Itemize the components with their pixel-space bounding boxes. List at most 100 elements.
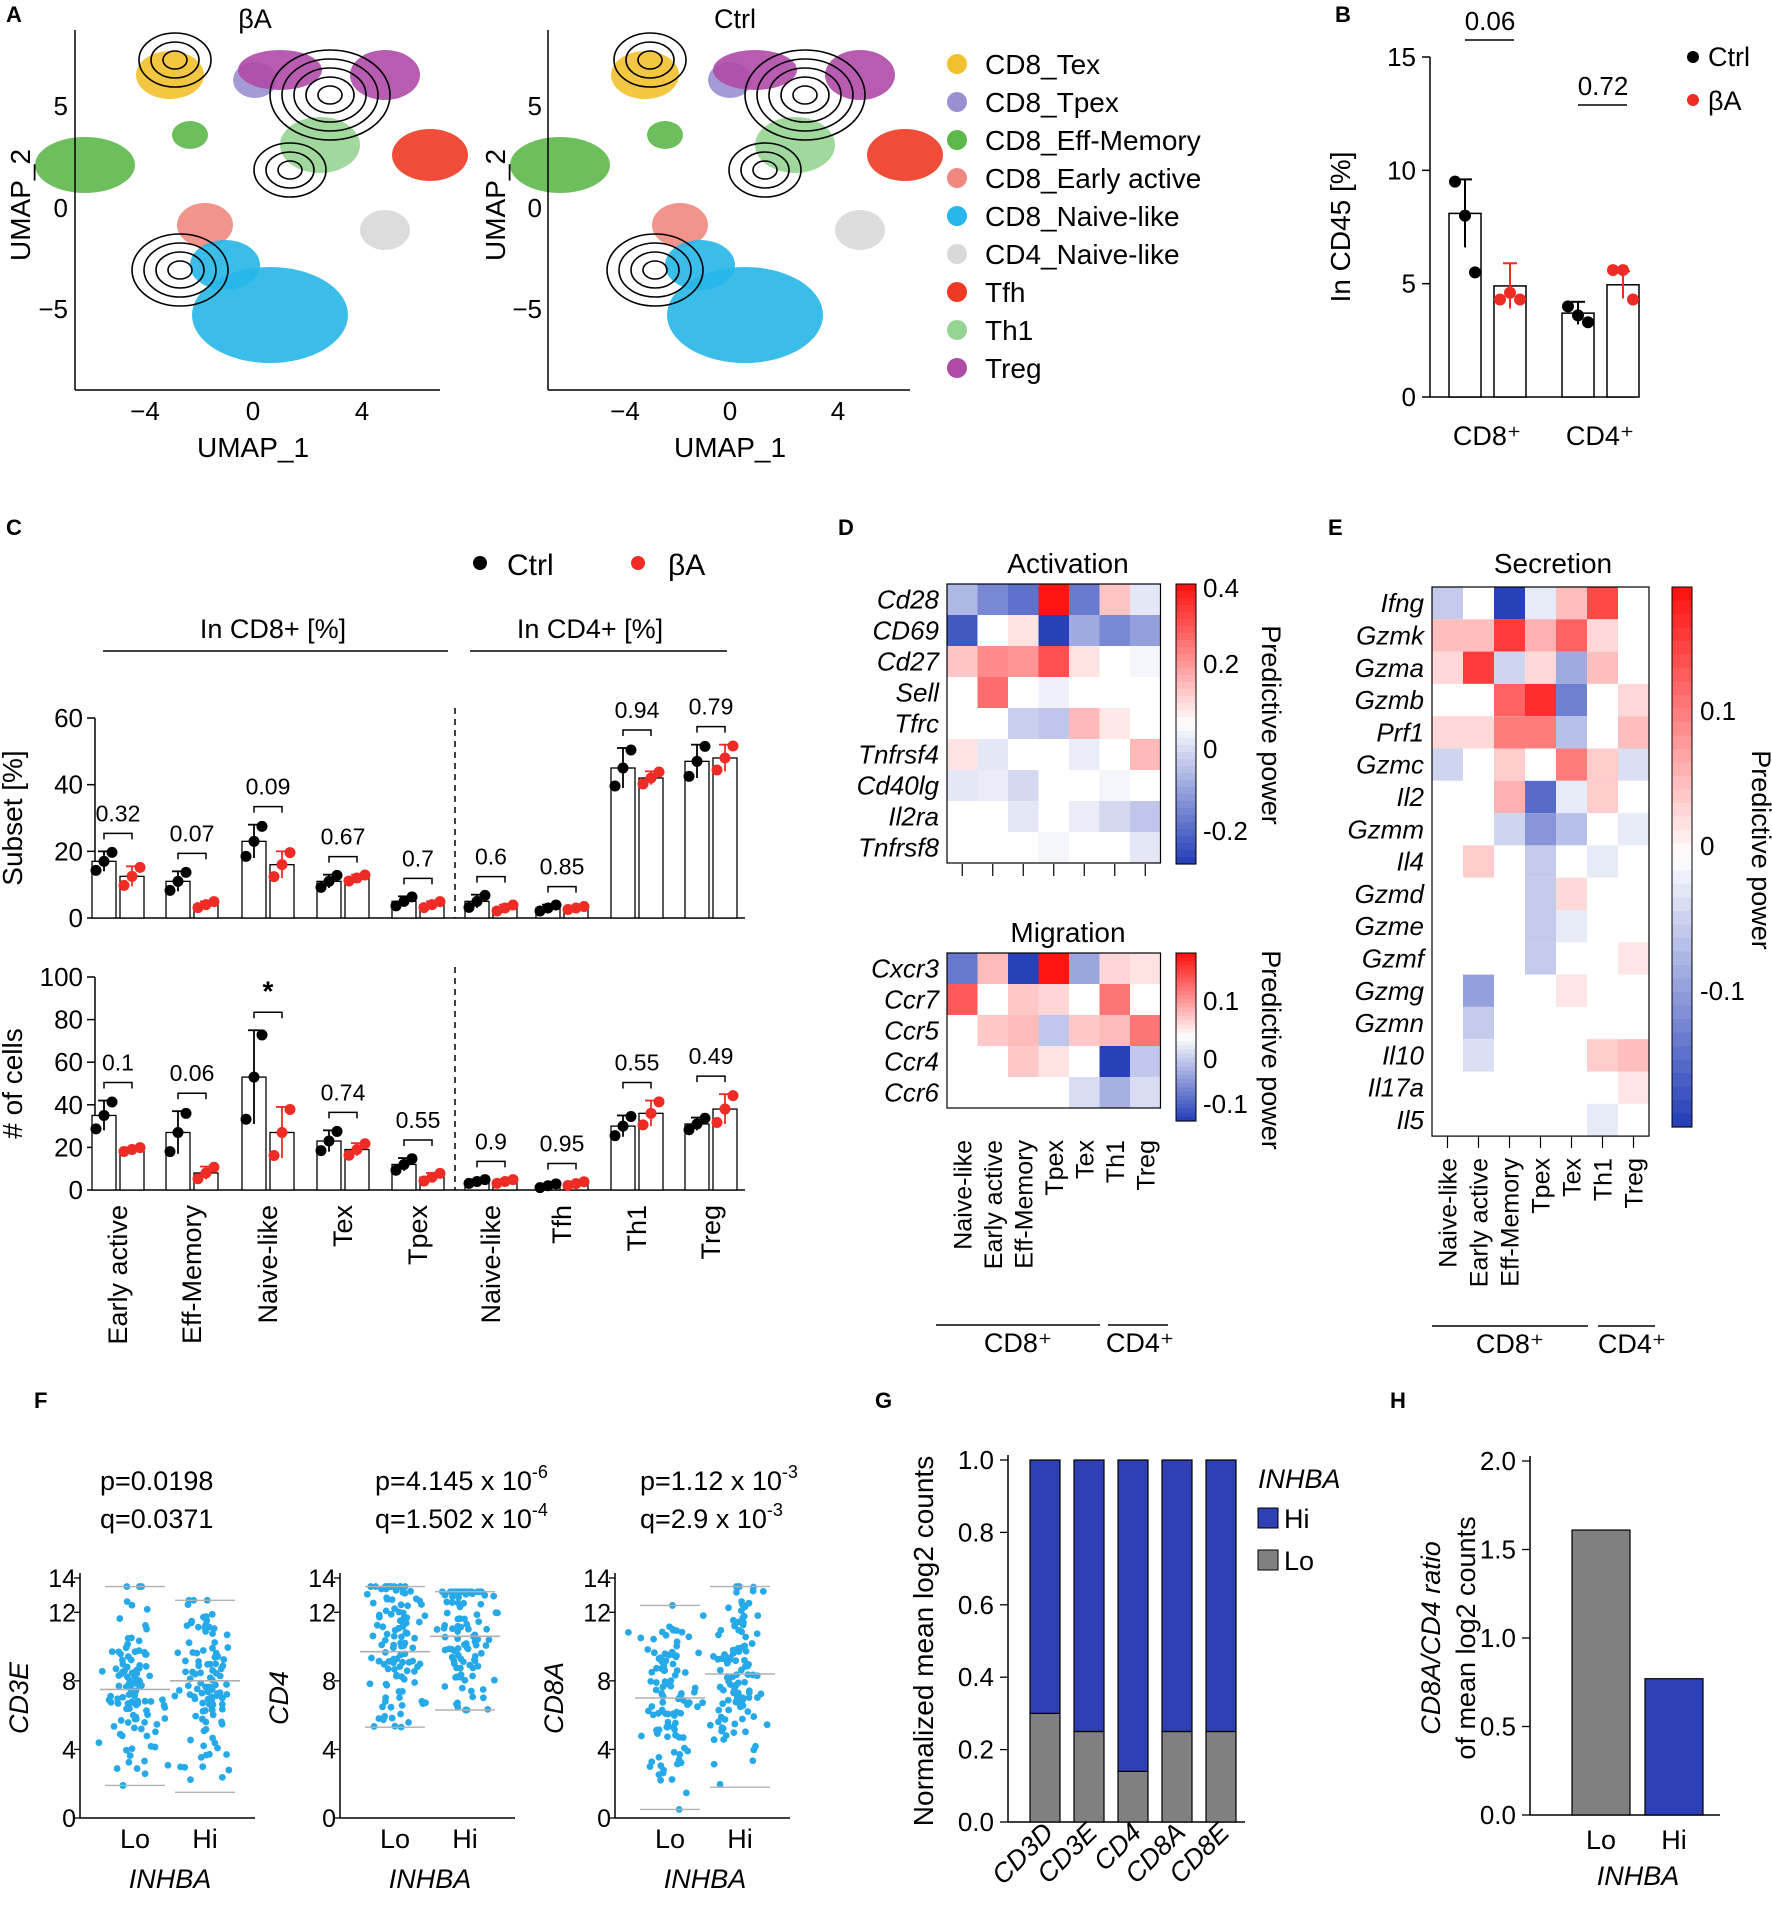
- e-cell: [1525, 1071, 1556, 1104]
- d-column-label: Tex: [1071, 1140, 1099, 1179]
- f-data-point: [223, 1691, 231, 1698]
- f-data-point: [144, 1711, 151, 1719]
- g-bar-hi: [1161, 1459, 1193, 1733]
- f-data-point: [399, 1658, 406, 1666]
- legend-label-1: CD8_Tpex: [985, 87, 1119, 118]
- f-data-point: [200, 1742, 208, 1750]
- c-data-point: [315, 1145, 327, 1157]
- d-migration-cbar-segment: [1176, 1070, 1196, 1076]
- f-data-point: [403, 1630, 411, 1637]
- d-activation-row-label: Tnfrsf8: [858, 833, 939, 863]
- f-data-point: [699, 1612, 707, 1619]
- d-activation-cbar-segment: [1176, 598, 1196, 606]
- umap-cluster: [177, 203, 233, 247]
- b-ytick-label: 5: [1402, 269, 1416, 299]
- d-activation-cbar-segment: [1176, 682, 1196, 690]
- d-migration-cbar-segment: [1176, 982, 1196, 988]
- e-cbar-segment: [1672, 1100, 1692, 1115]
- legend-swatch-0: [947, 54, 967, 74]
- e-cell: [1618, 845, 1649, 878]
- d-activation-cell: [1008, 832, 1039, 863]
- e-cbar-segment: [1672, 803, 1692, 818]
- f-data-point: [131, 1715, 139, 1723]
- f-data-point: [655, 1726, 663, 1734]
- f-group-label: Hi: [192, 1824, 218, 1854]
- d-migration-title: Migration: [1010, 917, 1125, 948]
- c-ytick-label: 40: [54, 1090, 83, 1120]
- f-qvalue-text: q=1.502 x 10: [375, 1504, 532, 1534]
- c-pvalue-bracket: [696, 1075, 726, 1083]
- f-data-point: [387, 1610, 395, 1618]
- d-migration-cbar-segment: [1176, 953, 1196, 958]
- legend-swatch-3: [947, 168, 967, 188]
- f-data-point: [197, 1753, 205, 1761]
- f-data-point: [664, 1718, 672, 1726]
- f-ytick-label: 4: [62, 1736, 76, 1764]
- d-migration-cbar-segment: [1176, 978, 1196, 983]
- e-column-label: Early active: [1466, 1158, 1494, 1287]
- f-data-point: [678, 1628, 686, 1636]
- f-ytick-label: 0: [597, 1805, 611, 1833]
- d-activation-frame: [946, 583, 1162, 864]
- f-data-point: [223, 1631, 231, 1639]
- e-cell: [1618, 1071, 1649, 1104]
- d-activation-cbar-segment: [1176, 724, 1196, 732]
- c-data-point: [180, 1107, 192, 1119]
- f-data-point: [126, 1752, 134, 1759]
- e-cell: [1494, 974, 1525, 1007]
- umap-density-contour: [138, 32, 212, 88]
- f-ytick-label: 12: [583, 1599, 611, 1627]
- h-ytick-label: 0.5: [1480, 1712, 1516, 1742]
- f-data-point: [135, 1664, 143, 1672]
- h-bar-lo: [1571, 1529, 1631, 1816]
- c-pvalue-bracket: [253, 1011, 283, 1019]
- f-data-point: [218, 1700, 226, 1708]
- f-data-point: [123, 1705, 130, 1713]
- c-pvalue: 0.09: [246, 774, 291, 800]
- umap-density-contour: [625, 41, 675, 79]
- panel-letter-a: A: [6, 2, 22, 27]
- umap-ctrl-xtick: 4: [831, 396, 845, 426]
- f-data-point: [397, 1601, 405, 1609]
- c-data-point: [256, 1029, 268, 1041]
- f-data-point: [454, 1628, 462, 1635]
- d-migration-cbar-segment: [1176, 1028, 1196, 1034]
- d-migration-cbar-segment: [1176, 1100, 1196, 1105]
- e-cell: [1525, 910, 1556, 943]
- e-cell: [1432, 716, 1463, 749]
- panel-letter-c: C: [6, 515, 22, 540]
- e-cbar-tick: -0.1: [1700, 976, 1745, 1006]
- f-data-point: [211, 1639, 219, 1646]
- d-migration-cbar-segment: [1176, 1037, 1196, 1042]
- d-activation-cbar-segment: [1176, 591, 1196, 599]
- e-cell: [1494, 780, 1525, 814]
- e-cell: [1587, 1103, 1618, 1137]
- f-xlabel: INHBA: [664, 1864, 747, 1894]
- e-cbar-segment: [1672, 951, 1692, 966]
- e-cbar-segment: [1672, 654, 1692, 669]
- f-data-point: [742, 1633, 750, 1641]
- d-migration-cbar-segment: [1176, 1108, 1196, 1114]
- d-cbar-label: Predictive power: [1256, 625, 1286, 825]
- d-activation-cell: [1130, 646, 1161, 677]
- e-cell: [1618, 1103, 1649, 1137]
- e-row-label: Il4: [1397, 847, 1424, 877]
- f-data-point: [216, 1689, 224, 1697]
- h-bar-hi: [1644, 1678, 1704, 1816]
- d-migration-cbar-segment: [1176, 1116, 1196, 1122]
- c-pvalue-bracket: [177, 1092, 207, 1100]
- f-pvalue-text: p=0.0198: [100, 1466, 213, 1496]
- d-activation-cell: [947, 677, 978, 708]
- f-data-point: [407, 1587, 414, 1595]
- f-data-point: [119, 1693, 127, 1701]
- f-data-point: [184, 1682, 192, 1690]
- d-activation-cell: [947, 584, 978, 615]
- b-legend-ctrl-marker: [1687, 51, 1699, 63]
- f-data-point: [224, 1644, 232, 1651]
- c-bar-ba: [712, 757, 738, 919]
- e-row-label: Il2: [1397, 782, 1425, 812]
- umap-ctrl-xlabel: UMAP_1: [674, 432, 786, 463]
- b-data-point: [1617, 264, 1629, 277]
- f-data-point: [644, 1646, 652, 1653]
- c-data-point: [118, 879, 130, 891]
